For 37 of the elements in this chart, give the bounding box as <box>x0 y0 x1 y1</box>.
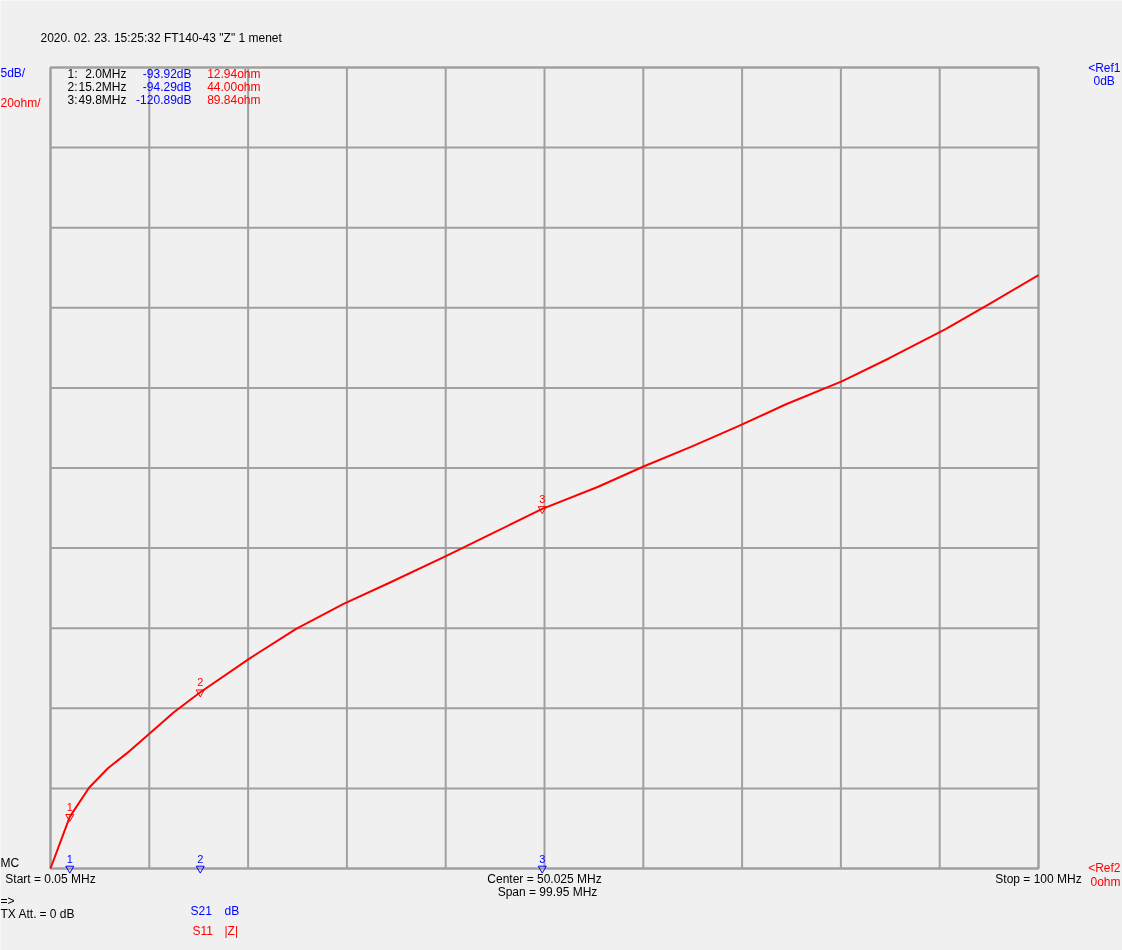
text: S21 <box>190 903 213 918</box>
annotation: 3 <box>539 492 546 505</box>
text: 0dB <box>1093 73 1115 88</box>
x-tick-label: Stop = 100 MHz <box>995 871 1082 886</box>
text: 49.8MHz <box>78 92 127 107</box>
text: S11 <box>192 923 214 938</box>
x-tick-label: Center = 50.025 MHz <box>487 871 602 886</box>
text: |Z| <box>224 923 239 938</box>
text: 0ohm <box>1090 874 1121 889</box>
annotation: 1 <box>66 852 73 865</box>
text: Span = 99.95 MHz <box>497 884 598 899</box>
text: <Ref1 <box>1088 60 1121 75</box>
text: 5dB/ <box>0 65 26 80</box>
text: 2: <box>67 79 78 94</box>
text: 2.0MHz <box>85 66 127 81</box>
chart-title: 2020. 02. 23. 15:25:32 FT140-43 "Z" 1 menet <box>40 30 283 45</box>
annotation: 2 <box>197 852 204 865</box>
annotation: 3 <box>539 852 546 865</box>
text: 15.2MHz <box>78 79 127 94</box>
annotation: 1 <box>66 800 73 813</box>
text: => <box>0 893 15 908</box>
text: TX Att. <box>0 906 37 921</box>
text: = 0 dB <box>39 906 75 921</box>
x-tick-label: Start = 0.05 MHz <box>5 871 96 886</box>
text: 20ohm/ <box>0 95 42 110</box>
text: 44.00ohm <box>207 79 261 94</box>
text: -93.92dB <box>142 66 192 81</box>
text: 12.94ohm <box>207 66 261 81</box>
text: dB <box>224 903 240 918</box>
text: <Ref2 <box>1088 860 1121 875</box>
text: 3: <box>67 92 78 107</box>
text: -120.89dB <box>136 92 192 107</box>
text: -94.29dB <box>142 79 192 94</box>
text: 1: <box>67 66 78 81</box>
text: 89.84ohm <box>207 92 261 107</box>
text: MC <box>0 855 20 870</box>
annotation: 2 <box>197 676 204 689</box>
